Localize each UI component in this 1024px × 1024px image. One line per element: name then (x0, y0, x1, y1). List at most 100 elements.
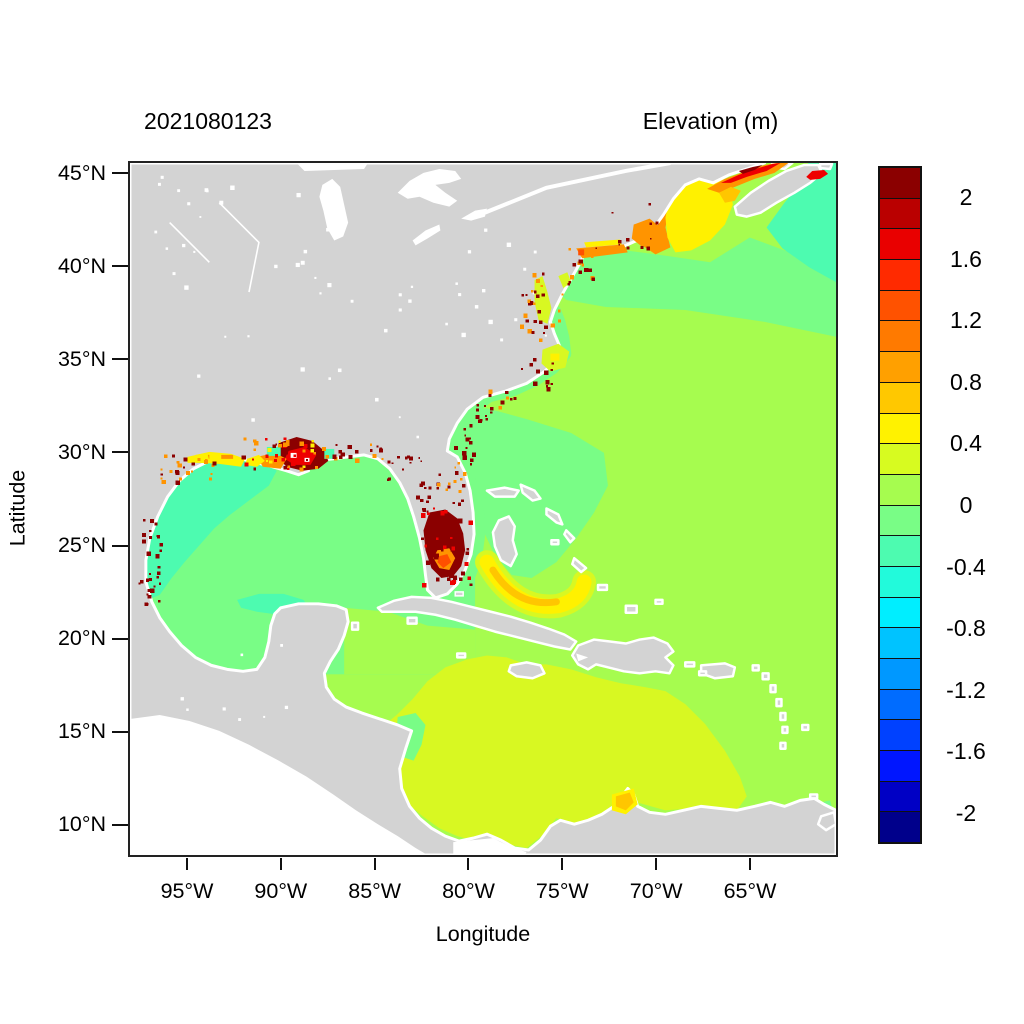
x-tick-label: 75°W (535, 879, 589, 903)
lake-huron (397, 168, 462, 207)
y-tick-mark (112, 358, 128, 361)
colorbar-tick-label: 2 (959, 184, 973, 210)
x-tick: 95°W (142, 858, 232, 918)
y-tick: 35°N (28, 347, 128, 371)
yucatan-channel-water (344, 607, 476, 675)
st-croix-land (697, 670, 708, 677)
tobago-land (808, 793, 819, 800)
x-tick-mark (655, 858, 658, 870)
barbados-land (801, 723, 810, 732)
colorbar-segment (880, 780, 920, 812)
lake-superior (296, 163, 368, 171)
y-tick-label: 20°N (57, 626, 106, 651)
exuma-land (550, 539, 560, 546)
florida-inundation-redcore (437, 554, 452, 569)
pacific-no-data (130, 715, 428, 855)
antigua-land (751, 664, 760, 672)
dominica-land (769, 683, 777, 694)
x-tick-mark (279, 858, 282, 870)
trinidad-land (816, 811, 836, 832)
x-tick-mark (748, 858, 751, 870)
colorbar-segment (880, 596, 920, 628)
colorbar-segment (880, 168, 920, 198)
grenada-land (779, 741, 787, 751)
st-lucia-land (779, 711, 787, 722)
colorbar-segment (880, 627, 920, 658)
x-tick: 90°W (236, 858, 326, 918)
cozumel-land (350, 621, 360, 631)
long-island-bahamas-land (571, 556, 588, 574)
y-tick-mark (112, 637, 128, 640)
turks-land (654, 598, 664, 606)
isla-juventud-land (406, 616, 418, 625)
colorbar-segment (880, 504, 920, 536)
colorbar-segment (880, 197, 920, 229)
y-axis-title: Latitude (5, 469, 30, 547)
colorbar-tick-label: 0.4 (950, 430, 982, 457)
islands (350, 163, 836, 832)
colorbar-segment (880, 320, 920, 352)
x-tick-label: 80°W (442, 879, 495, 903)
colorbar (878, 166, 922, 844)
bay-of-fundy-orange (707, 163, 789, 193)
y-tick-label: 30°N (57, 439, 106, 464)
y-tick-mark (112, 544, 128, 547)
great-lakes (169, 163, 671, 293)
y-tick: 25°N (28, 533, 128, 558)
y-axis-ticks: 45°N 40°N 35°N 30°N 25°N 20°N 15°N 10°N (28, 161, 128, 837)
y-tick-label: 15°N (57, 719, 106, 744)
nova-scotia-sw-gold (718, 186, 741, 203)
y-tick: 20°N (28, 626, 128, 651)
plot-title-variable: Elevation (m) (642, 108, 779, 134)
lake-ontario (461, 208, 487, 221)
northumberland-red (806, 169, 829, 180)
pamlico-yellow (550, 353, 560, 361)
x-tick: 70°W (611, 858, 701, 918)
martinique-land (775, 697, 783, 708)
lake-erie (412, 224, 441, 246)
colorbar-tick-label: 0.8 (950, 368, 982, 395)
lake-michigan (319, 178, 349, 241)
y-tick-mark (112, 172, 128, 174)
colorbar-segment (880, 750, 920, 781)
x-tick: 75°W (517, 858, 607, 918)
x-tick-label: 90°W (254, 879, 308, 903)
river-line-1 (218, 202, 260, 293)
st-vincent-land (781, 725, 789, 735)
elevation-map (130, 163, 836, 855)
x-tick-label: 70°W (629, 879, 683, 903)
caribbean-sea-water (379, 655, 747, 849)
colorbar-segment (880, 535, 920, 566)
louisiana-orange-dash-2 (221, 454, 234, 459)
y-tick: 45°N (28, 161, 128, 185)
lake-pontchartrain-teal (266, 446, 281, 456)
long-island-sound-yellow (584, 239, 622, 248)
new-york-harbor-red (578, 249, 585, 256)
y-tick-label: 25°N (57, 533, 106, 558)
florida-inundation-darkred (423, 509, 466, 579)
cape-cod-orange (631, 218, 660, 247)
colorbar-tick-label: 1.2 (950, 307, 982, 334)
x-axis-title: Longitude (435, 922, 531, 946)
x-tick-label: 95°W (160, 879, 214, 903)
hispaniola-land (571, 636, 675, 675)
anguilla-land (684, 661, 696, 668)
x-axis-ticks: 95°W 90°W 85°W 80°W 75°W 70°W 65°W (142, 858, 795, 918)
colorbar-tick-label: 1.6 (950, 245, 982, 272)
x-tick-mark (561, 858, 564, 870)
x-tick-mark (186, 858, 188, 870)
colorbar-segment (880, 443, 920, 474)
guadeloupe-land (761, 672, 770, 681)
x-tick-mark (467, 858, 470, 870)
y-tick-mark (112, 265, 128, 268)
x-tick: 65°W (705, 858, 795, 918)
bay-of-fundy-darkred (738, 164, 763, 174)
florida-keys-speck (454, 591, 464, 597)
x-tick-mark (373, 858, 376, 870)
newfoundland-corner-land (818, 163, 834, 171)
flood-speckles (138, 203, 659, 606)
map-plot-area (128, 161, 838, 857)
y-tick-label: 35°N (57, 346, 106, 371)
x-tick-label: 65°W (723, 879, 777, 903)
northeast-atlantic-water (551, 237, 836, 337)
